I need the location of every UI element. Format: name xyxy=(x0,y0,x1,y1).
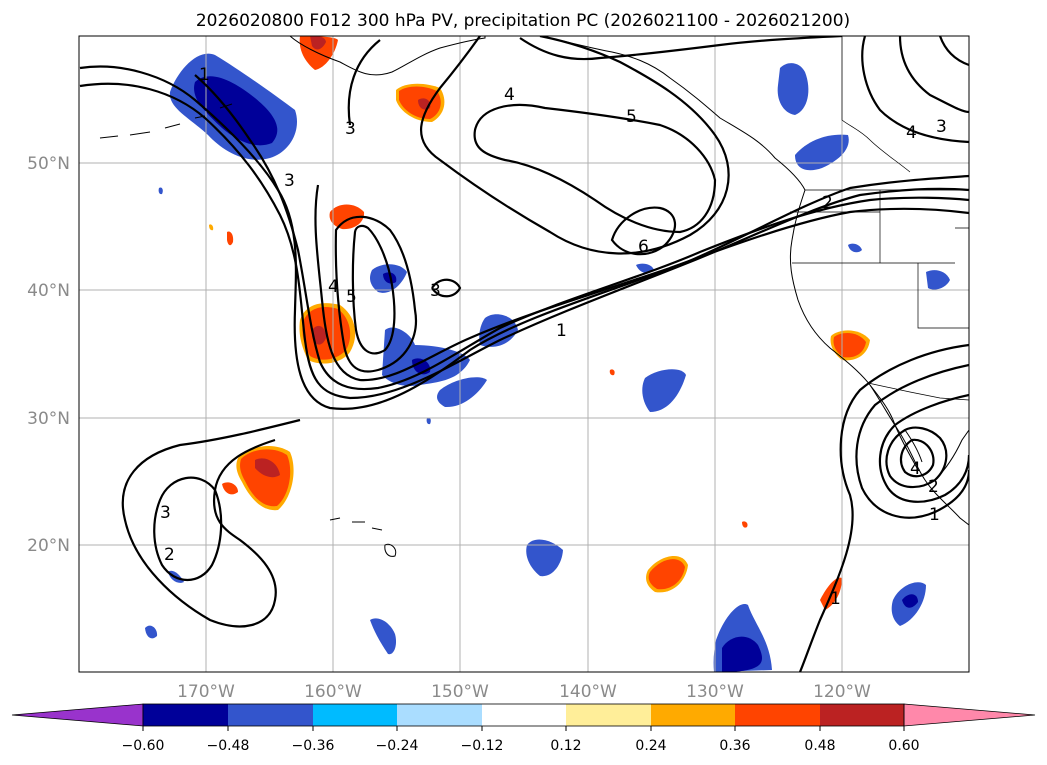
border-us-states xyxy=(790,190,969,329)
contour-label: 3 xyxy=(936,117,947,137)
colorbar-bin xyxy=(566,704,651,726)
colorbar-bin xyxy=(735,704,820,726)
state-borders xyxy=(790,36,969,401)
precip-positive-region-north xyxy=(299,36,445,122)
contour-label: 4 xyxy=(906,123,917,143)
contour-label: 1 xyxy=(199,65,210,85)
latitude-labels: 50°N 40°N 30°N 20°N xyxy=(27,154,70,556)
colorbar-tick-label: 0.60 xyxy=(888,738,919,754)
colorbar-extend-high xyxy=(903,703,1036,727)
colorbar-tick-label: 0.36 xyxy=(719,738,750,754)
coastline-alaska xyxy=(289,36,486,76)
contour-label: 2 xyxy=(164,545,175,565)
lon-label-150w: 150°W xyxy=(431,682,489,702)
pv-contour-3 xyxy=(194,74,969,391)
border-canada-alaska xyxy=(841,36,911,173)
pv-contour-labels: 1 2 3 3 3 4 4 5 5 6 1 2 3 4 1 2 3 4 1 xyxy=(160,65,947,609)
pv-contour-15 xyxy=(855,363,969,519)
contour-label: 3 xyxy=(345,119,356,139)
colorbar-tick-label: −0.24 xyxy=(376,738,419,754)
colorbar-tick-label: −0.12 xyxy=(461,738,504,754)
colorbar-bin xyxy=(143,704,228,726)
pv-contour-18 xyxy=(899,438,935,478)
colorbar-tick-label: 0.48 xyxy=(804,738,835,754)
chart-title: 2026020800 F012 300 hPa PV, precipitatio… xyxy=(196,11,850,31)
colorbar-extend-low xyxy=(11,703,144,727)
pv-contour-13 xyxy=(153,476,223,581)
lon-label-160w: 160°W xyxy=(304,682,362,702)
lon-label-130w: 130°W xyxy=(686,682,744,702)
colorbar-tick-label: −0.36 xyxy=(292,738,335,754)
pv-contour-12 xyxy=(121,418,301,628)
precip-negative-region-subtropical xyxy=(145,369,926,672)
colorbar-tick-label: −0.60 xyxy=(122,738,165,754)
colorbar: −0.60 −0.48 −0.36 −0.24 −0.12 0.12 0.24 … xyxy=(11,703,1036,754)
map-frame xyxy=(78,35,970,673)
pv-contour-6 xyxy=(351,224,396,355)
contour-label: 1 xyxy=(830,589,841,609)
coastline-alaska-panhandle xyxy=(539,36,806,191)
colorbar-tick-label: 0.12 xyxy=(550,738,581,754)
colorbar-bin xyxy=(228,704,313,726)
pv-contour-10 xyxy=(610,206,676,256)
contour-label: 2 xyxy=(928,477,939,497)
colorbar-ticks xyxy=(142,726,905,731)
pv-contour-9 xyxy=(473,103,717,234)
contour-label: 1 xyxy=(556,321,567,341)
contour-label: 1 xyxy=(929,505,940,525)
lon-label-120w: 120°W xyxy=(813,682,871,702)
precip-positive-region-west xyxy=(209,204,365,511)
pv-contour-5 xyxy=(334,215,418,373)
lat-label-30n: 30°N xyxy=(27,409,70,429)
lat-label-50n: 50°N xyxy=(27,154,70,174)
precip-field xyxy=(145,36,950,672)
map-panel: 1 2 3 3 3 4 4 5 5 6 1 2 3 4 1 2 3 4 1 xyxy=(78,35,970,673)
contour-label: 5 xyxy=(346,287,357,307)
colorbar-tick-label: −0.48 xyxy=(207,738,250,754)
colorbar-frame xyxy=(142,703,905,727)
contour-label: 2 xyxy=(822,193,833,213)
coastline-hawaii xyxy=(329,517,397,557)
contour-label: 3 xyxy=(284,171,295,191)
colorbar-bin xyxy=(820,704,904,726)
contour-label: 4 xyxy=(328,277,339,297)
pv-contours xyxy=(79,36,969,672)
pv-contour-16 xyxy=(878,393,969,503)
contour-label: 4 xyxy=(504,85,515,105)
contour-label: 5 xyxy=(626,107,637,127)
pv-contour-14 xyxy=(798,343,969,672)
precip-negative-region-pacific-nw xyxy=(158,63,950,425)
contour-label: 3 xyxy=(160,503,171,523)
contour-label: 3 xyxy=(430,281,441,301)
contour-label: 6 xyxy=(638,237,649,257)
lon-label-140w: 140°W xyxy=(559,682,617,702)
coastline-us-west xyxy=(789,189,969,526)
colorbar-tick-labels: −0.60 −0.48 −0.36 −0.24 −0.12 0.12 0.24 … xyxy=(122,738,920,754)
lat-label-40n: 40°N xyxy=(27,281,70,301)
colorbar-bin xyxy=(482,704,566,726)
contour-label: 4 xyxy=(910,459,921,479)
colorbar-bin xyxy=(651,704,735,726)
pv-contour-19 xyxy=(861,36,969,144)
lon-label-170w: 170°W xyxy=(177,682,235,702)
colorbar-tick-label: 0.24 xyxy=(635,738,666,754)
pv-contour-11 xyxy=(519,36,843,61)
lat-label-20n: 20°N xyxy=(27,536,70,556)
colorbar-bin xyxy=(397,704,482,726)
pv-contour-4 xyxy=(314,184,969,382)
pv-contour-1 xyxy=(79,65,969,410)
coastline-aleutians xyxy=(99,103,233,139)
pv-contour-7 xyxy=(431,278,462,298)
colorbar-bin xyxy=(313,704,397,726)
map-content: 1 2 3 3 3 4 4 5 5 6 1 2 3 4 1 2 3 4 1 xyxy=(79,36,969,672)
longitude-labels: 170°W 160°W 150°W 140°W 130°W 120°W xyxy=(177,682,871,702)
pv-contour-17 xyxy=(885,426,948,489)
